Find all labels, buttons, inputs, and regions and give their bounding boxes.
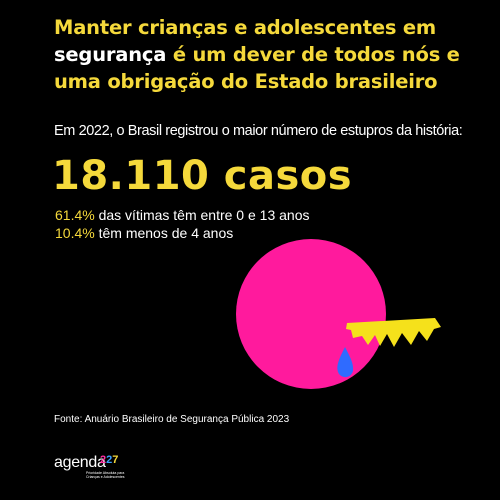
source-note: Fonte: Anuário Brasileiro de Segurança P…: [54, 414, 290, 425]
headline-line-2: é um dever de todos nós e: [166, 43, 460, 66]
stat-age-0-13: 61.4% das vítimas têm entre 0 e 13 anos: [55, 206, 309, 224]
headline: Manter crianças e adolescentes em segura…: [54, 14, 474, 95]
stat-text: das vítimas têm entre 0 e 13 anos: [94, 207, 310, 223]
headline-line-1: Manter crianças e adolescentes em: [54, 16, 437, 39]
case-count: 18.110 casos: [52, 153, 353, 199]
logo-word: agenda: [54, 454, 106, 471]
headline-highlight: segurança: [54, 43, 167, 66]
pink-circle: [236, 239, 386, 389]
closed-eye-lashes: [346, 318, 441, 347]
subtitle: Em 2022, o Brasil registrou o maior núme…: [54, 123, 463, 139]
tear-drop: [337, 347, 354, 378]
stat-percentage: 61.4%: [55, 207, 95, 223]
headline-line-3: uma obrigação do Estado brasileiro: [54, 70, 438, 93]
agenda-227-logo: agenda 227 Prioridade Absoluta para Cria…: [54, 454, 134, 486]
stat-text: têm menos de 4 anos: [94, 225, 234, 241]
stat-under-4: 10.4% têm menos de 4 anos: [55, 224, 233, 242]
stat-percentage: 10.4%: [55, 225, 95, 241]
logo-tagline: Prioridade Absoluta para Crianças e Adol…: [86, 471, 125, 479]
crying-face-circle-icon: [235, 235, 475, 395]
logo-digits: 227: [100, 454, 119, 466]
